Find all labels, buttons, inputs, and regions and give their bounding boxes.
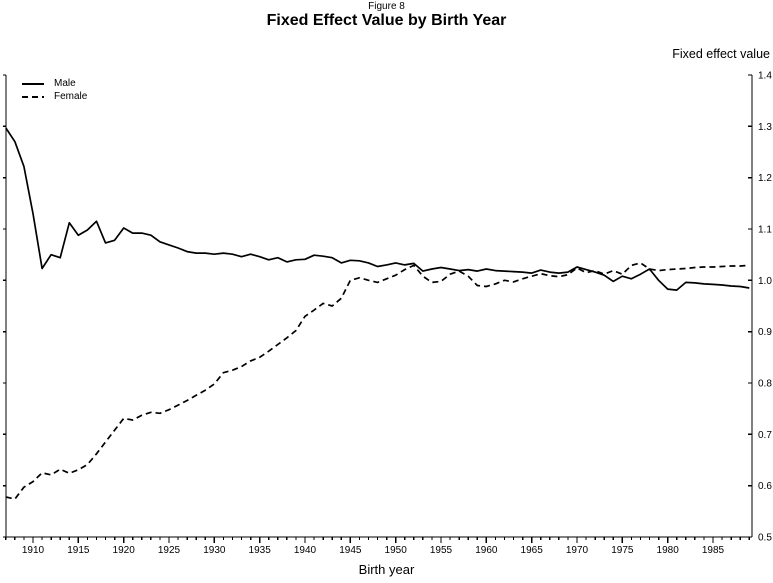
legend-item-female: Female <box>22 90 87 103</box>
x-tick-label: 1970 <box>566 545 589 556</box>
x-tick-label: 1955 <box>430 545 453 556</box>
legend: Male Female <box>22 77 87 103</box>
x-tick-label: 1985 <box>702 545 725 556</box>
y-tick-label: 1.0 <box>758 276 772 287</box>
female-line <box>5 262 750 500</box>
male-line-swatch <box>22 82 44 85</box>
figure-number: Figure 8 <box>368 1 405 12</box>
y-tick-label: 1.3 <box>758 122 772 133</box>
x-tick-label: 1910 <box>22 545 45 556</box>
y-tick-label: 0.8 <box>758 379 772 390</box>
y-tick-label: 0.5 <box>758 533 772 544</box>
y-tick-label: 1.1 <box>758 225 772 236</box>
y-tick-label: 0.9 <box>758 327 772 338</box>
x-tick-label: 1935 <box>249 545 272 556</box>
x-tick-label: 1950 <box>385 545 408 556</box>
x-tick-label: 1945 <box>339 545 362 556</box>
male-line <box>5 127 750 291</box>
x-tick-label: 1925 <box>158 545 181 556</box>
x-tick-label: 1960 <box>475 545 498 556</box>
legend-label-male: Male <box>54 78 76 89</box>
y-tick-label: 1.4 <box>758 71 772 82</box>
x-tick-label: 1980 <box>657 545 680 556</box>
x-tick-label: 1965 <box>521 545 544 556</box>
x-tick-label: 1930 <box>203 545 226 556</box>
x-tick-label: 1915 <box>67 545 90 556</box>
y-tick-label: 0.6 <box>758 481 772 492</box>
y-tick-label: 1.2 <box>758 173 772 184</box>
x-axis-title: Birth year <box>358 562 415 577</box>
x-tick-label: 1940 <box>294 545 317 556</box>
chart-title: Fixed Effect Value by Birth Year <box>266 12 507 29</box>
x-tick-label: 1975 <box>611 545 634 556</box>
y-tick-label: 0.7 <box>758 430 772 441</box>
legend-label-female: Female <box>54 91 88 102</box>
legend-item-male: Male <box>22 77 87 90</box>
y-axis-title: Fixed effect value <box>672 47 770 61</box>
female-line-swatch <box>22 95 44 98</box>
x-tick-label: 1920 <box>113 545 136 556</box>
